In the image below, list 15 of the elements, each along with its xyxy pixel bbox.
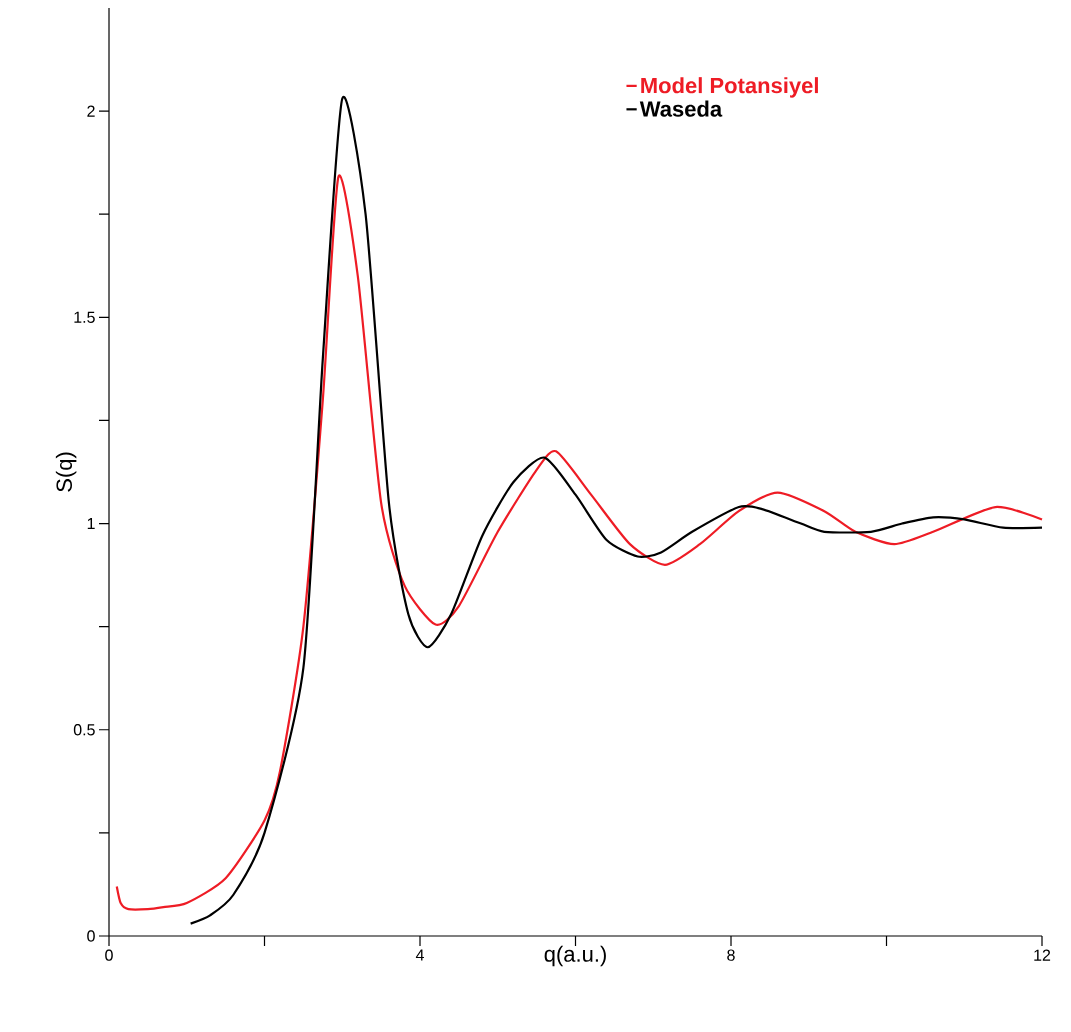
x-tick-label: 12 — [1034, 949, 1051, 961]
y-tick-label: 1.5 — [74, 311, 95, 323]
x-tick-label: 0 — [105, 949, 113, 961]
line-series — [189, 96, 1044, 925]
y-tick-label: 0 — [87, 930, 95, 942]
y-tick-label: 0.5 — [73, 724, 95, 736]
line-series — [115, 175, 1044, 911]
legend-label: Waseda — [639, 100, 723, 117]
x-tick-label: 8 — [727, 949, 735, 961]
y-tick-label: 2 — [87, 105, 95, 117]
y-tick-label: 1 — [87, 518, 95, 530]
legend-label: Model Potansiyel — [641, 77, 818, 98]
x-tick-label: 4 — [415, 949, 424, 961]
x-axis-title: q(a.u.) — [544, 945, 606, 967]
y-axis-title: S(q) — [55, 452, 77, 492]
